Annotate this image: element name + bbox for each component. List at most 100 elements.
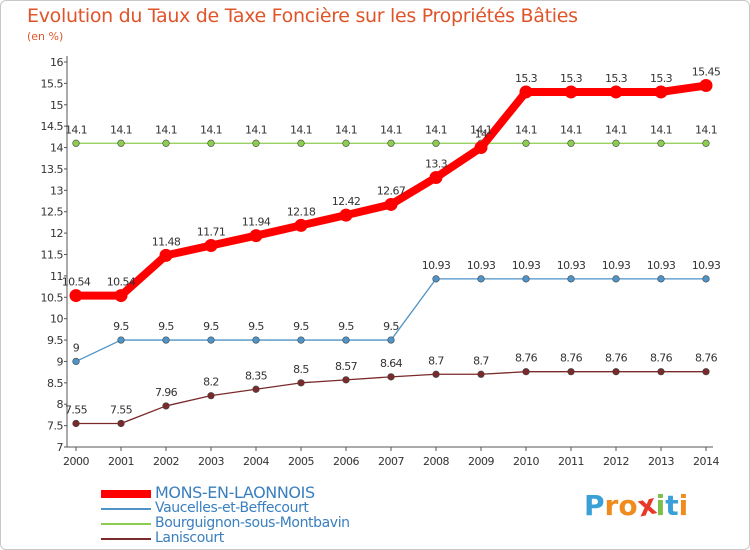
- data-label: 14.1: [560, 123, 582, 136]
- legend-swatch: [101, 523, 151, 525]
- data-label: 11.71: [197, 226, 226, 239]
- data-label: 8.2: [203, 376, 219, 389]
- chart-title: Evolution du Taux de Taxe Foncière sur l…: [27, 5, 578, 27]
- data-point: [114, 289, 128, 303]
- x-tick-label: 2005: [288, 455, 314, 468]
- x-tick-label: 2009: [468, 455, 494, 468]
- data-label: 15.45: [692, 66, 721, 79]
- data-label: 9: [73, 341, 80, 354]
- y-tick-label: 14.5: [41, 120, 64, 133]
- data-label: 14.1: [200, 123, 222, 136]
- data-point: [567, 139, 575, 147]
- data-label: 12.67: [377, 184, 406, 197]
- data-label: 8.5: [293, 363, 309, 376]
- data-label: 10.93: [467, 259, 496, 272]
- data-point: [72, 419, 80, 428]
- data-point: [297, 379, 305, 387]
- data-label: 14: [475, 128, 488, 141]
- data-point: [384, 197, 398, 211]
- y-tick-label: 11: [50, 270, 63, 283]
- data-point: [159, 248, 173, 262]
- data-point: [342, 376, 350, 384]
- data-label: 9.5: [338, 320, 354, 333]
- data-label: 15.3: [515, 72, 538, 85]
- data-point: [207, 139, 215, 147]
- data-label: 11.48: [152, 235, 181, 248]
- data-label: 14.1: [515, 123, 537, 136]
- data-label: 14.1: [110, 123, 132, 136]
- data-point: [294, 218, 308, 232]
- data-label: 7.55: [65, 403, 88, 416]
- data-point: [117, 336, 125, 344]
- data-point: [69, 289, 83, 303]
- data-point: [387, 336, 395, 344]
- data-label: 14.1: [650, 123, 672, 136]
- y-tick-label: 11.5: [41, 249, 64, 262]
- data-label: 9.5: [293, 320, 309, 333]
- data-point: [474, 141, 488, 155]
- data-point: [432, 370, 440, 378]
- data-label: 8.57: [335, 360, 358, 373]
- data-label: 15.3: [605, 72, 628, 85]
- legend-label: Bourguignon-sous-Montbavin: [155, 515, 350, 531]
- data-label: 7.96: [155, 386, 178, 399]
- y-tick-label: 10.5: [41, 291, 64, 304]
- data-point: [387, 373, 395, 381]
- x-tick-label: 2000: [63, 455, 89, 468]
- data-point: [342, 336, 350, 344]
- data-point: [117, 139, 125, 147]
- x-tick-label: 2006: [333, 455, 359, 468]
- data-point: [522, 275, 530, 283]
- data-point: [297, 139, 305, 147]
- data-label: 14.1: [335, 123, 357, 136]
- data-label: 8.7: [473, 354, 489, 367]
- y-tick-label: 9.5: [47, 334, 63, 347]
- data-point: [252, 385, 260, 393]
- data-label: 9.5: [203, 320, 219, 333]
- legend-swatch: [101, 538, 151, 540]
- data-label: 10.93: [557, 259, 586, 272]
- data-point: [567, 368, 575, 376]
- data-label: 14.1: [695, 123, 717, 136]
- data-point: [519, 85, 533, 99]
- data-point: [387, 139, 395, 147]
- data-label: 10.93: [602, 259, 631, 272]
- logo-letter: r: [604, 489, 619, 522]
- data-point: [657, 368, 665, 376]
- data-label: 14.1: [290, 123, 312, 136]
- data-point: [564, 85, 578, 99]
- y-tick-label: 14: [50, 142, 63, 155]
- data-label: 8.76: [515, 352, 538, 365]
- legend-label: Laniscourt: [155, 530, 224, 546]
- y-tick-label: 7.5: [47, 420, 63, 433]
- data-point: [657, 139, 665, 147]
- legend-label: MONS-EN-LAONNOIS: [155, 483, 315, 502]
- data-label: 10.93: [692, 259, 721, 272]
- data-point: [477, 370, 485, 378]
- data-point: [699, 79, 713, 93]
- x-tick-label: 2003: [198, 455, 224, 468]
- data-point: [432, 275, 440, 283]
- data-label: 15.3: [650, 72, 673, 85]
- y-tick-label: 13: [50, 184, 63, 197]
- x-tick-label: 2007: [378, 455, 404, 468]
- x-tick-label: 2013: [648, 455, 674, 468]
- y-tick-label: 8.5: [47, 377, 63, 390]
- data-point: [429, 171, 443, 184]
- data-label: 14.1: [155, 123, 177, 136]
- data-label: 9.5: [158, 320, 174, 333]
- logo-letter: o: [618, 489, 638, 522]
- data-label: 9.5: [113, 320, 129, 333]
- logo-letter: i: [678, 489, 689, 522]
- data-point: [702, 275, 710, 283]
- logo-letter: t: [665, 489, 679, 522]
- y-tick-label: 15: [50, 99, 63, 112]
- x-tick-label: 2004: [243, 455, 269, 468]
- data-point: [657, 275, 665, 283]
- logo-letter: i: [655, 489, 666, 522]
- data-point: [702, 139, 710, 147]
- data-point: [654, 85, 668, 99]
- chart-unit-label: (en %): [27, 30, 64, 43]
